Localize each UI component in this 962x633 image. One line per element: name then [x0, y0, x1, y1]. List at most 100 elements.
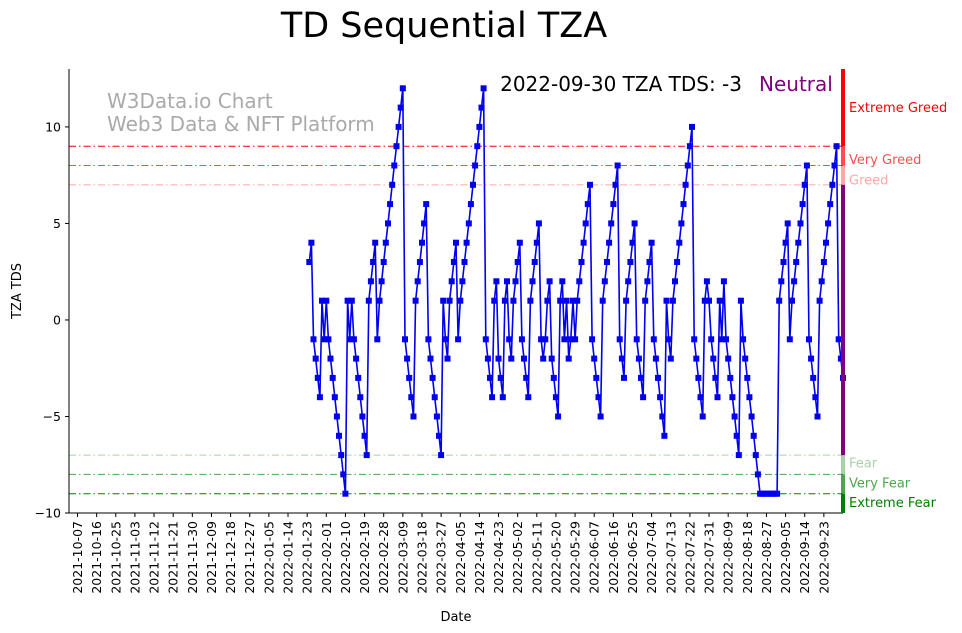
data-point — [433, 413, 440, 420]
data-point — [718, 336, 725, 343]
data-point — [578, 259, 585, 265]
data-point — [676, 239, 683, 246]
data-point — [655, 374, 661, 381]
data-point — [342, 490, 349, 497]
data-point — [816, 297, 823, 304]
data-point — [482, 336, 489, 343]
data-point — [363, 452, 370, 459]
sentiment-side-band — [841, 69, 845, 513]
x-tick-label: 2022-02-19 — [357, 521, 372, 594]
x-tick-label: 2022-02-10 — [338, 521, 353, 594]
data-point — [697, 394, 704, 401]
data-point — [548, 355, 555, 362]
data-point — [314, 374, 321, 381]
data-point — [344, 297, 351, 304]
x-tick-label: 2022-07-31 — [702, 521, 717, 594]
data-point — [389, 181, 396, 188]
data-point — [391, 162, 398, 169]
data-point — [774, 490, 781, 497]
data-point — [801, 181, 808, 188]
x-tick-label: 2021-11-21 — [166, 521, 181, 594]
data-point — [410, 413, 417, 420]
data-point — [472, 162, 479, 169]
data-point — [478, 104, 485, 111]
data-point — [340, 471, 347, 478]
x-ticks: 2021-10-07 2021-10-16 2021-10-25 2021-11-03… — [70, 513, 831, 594]
data-point — [689, 123, 695, 130]
data-point — [580, 239, 587, 246]
watermark: W3Data.io Chart Web3 Data & NFT Platform — [107, 89, 375, 136]
data-point — [723, 336, 729, 343]
data-point — [746, 394, 753, 401]
x-tick-label: 2022-08-09 — [721, 521, 736, 594]
data-point — [429, 374, 436, 381]
data-point — [499, 394, 506, 401]
data-point — [612, 181, 619, 188]
data-point — [561, 336, 568, 343]
data-point — [725, 355, 732, 362]
data-point — [608, 220, 615, 227]
series-layer — [306, 85, 846, 497]
data-point — [376, 297, 383, 304]
data-point — [521, 355, 527, 362]
data-point — [742, 355, 749, 362]
data-point — [484, 355, 491, 362]
data-point — [733, 432, 740, 439]
side-band-segment — [841, 146, 845, 166]
x-tick-label: 2021-12-27 — [242, 521, 257, 594]
data-point — [504, 278, 510, 285]
y-tick-label: −5 — [43, 409, 61, 424]
data-point — [544, 297, 551, 304]
data-point — [640, 394, 647, 401]
data-point — [531, 259, 538, 265]
data-point — [684, 162, 691, 169]
data-point — [776, 297, 783, 304]
side-band-segment — [841, 493, 845, 513]
data-point — [348, 297, 355, 304]
side-band-segment — [841, 184, 845, 456]
x-tick-label: 2022-05-11 — [529, 521, 544, 594]
y-axis-label: TZA TDS — [10, 263, 25, 320]
data-point — [616, 336, 623, 343]
data-point — [387, 201, 394, 208]
data-point — [480, 85, 487, 92]
data-point — [720, 278, 727, 285]
data-point — [404, 355, 411, 362]
data-point — [593, 374, 600, 381]
data-point — [385, 220, 391, 227]
x-tick-label: 2022-09-23 — [816, 521, 831, 594]
data-point — [448, 278, 455, 285]
data-point — [406, 374, 413, 381]
data-point — [652, 355, 659, 362]
data-point — [329, 374, 336, 381]
data-point — [323, 297, 330, 304]
x-tick-label: 2021-12-18 — [223, 521, 238, 594]
data-point — [784, 220, 791, 227]
data-point — [412, 297, 419, 304]
data-point — [491, 297, 498, 304]
x-tick-label: 2021-10-07 — [70, 521, 85, 594]
data-point — [346, 336, 353, 343]
data-point — [735, 452, 742, 459]
data-point — [633, 336, 640, 343]
data-point — [527, 297, 534, 304]
data-point — [510, 297, 517, 304]
x-tick-label: 2022-03-18 — [414, 521, 429, 594]
data-point — [506, 336, 513, 343]
data-point — [644, 278, 651, 285]
side-band-segment — [841, 474, 845, 494]
data-point — [540, 355, 547, 362]
x-tick-label: 2022-01-14 — [281, 521, 296, 594]
data-point — [421, 220, 428, 227]
data-point — [523, 374, 530, 381]
data-point — [635, 355, 642, 362]
data-point — [512, 278, 519, 285]
data-point — [423, 201, 430, 208]
data-point — [825, 220, 832, 227]
data-point — [823, 239, 829, 246]
data-point — [814, 413, 821, 420]
data-point — [806, 336, 812, 343]
data-point — [419, 239, 425, 246]
data-point — [618, 355, 625, 362]
data-point — [597, 413, 604, 420]
